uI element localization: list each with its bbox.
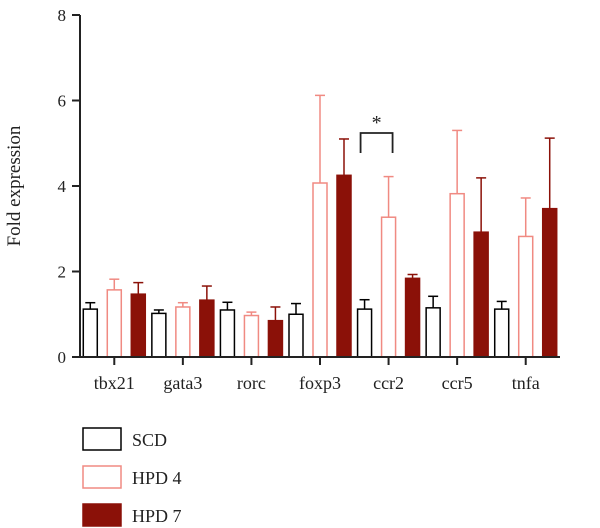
bar-tnfa-hpd7 [541,207,558,358]
bar-gata3-scd [151,312,167,358]
error-bars [85,94,555,321]
bar-rorc-scd [219,309,236,358]
bar-gata3-hpd7 [199,299,215,358]
category-label-tnfa: tnfa [512,373,540,393]
bar-ccr2-hpd7 [404,277,421,358]
category-label-rorc: rorc [237,373,266,393]
bar-tnfa-hpd4 [517,235,534,358]
category-label-tbx21: tbx21 [94,373,135,393]
bar-ccr2-scd [356,308,373,358]
bar-rorc-hpd7 [267,319,284,358]
legend-swatch-scd [82,427,122,451]
bar-ccr5-scd [425,307,441,358]
category-label-ccr5: ccr5 [442,373,473,393]
bar-gata3-hpd4 [175,306,191,358]
category-label-ccr2: ccr2 [373,373,404,393]
y-tick-label: 4 [58,177,67,196]
bar-tbx21-hpd4 [106,289,123,358]
legend-label: SCD [132,430,167,450]
bar-rorc-hpd4 [243,314,260,358]
bar-foxp3-scd [288,313,304,358]
legend-swatch-hpd4 [82,465,122,489]
significance-bracket [359,132,394,153]
bar-tbx21-hpd7 [130,293,147,358]
category-label-gata3: gata3 [163,373,202,393]
y-tick-label: 6 [58,92,67,111]
significance-star: * [372,112,382,134]
bar-foxp3-hpd7 [336,174,352,358]
x-axis: tbx21 gata3 rorc foxp3 ccr2 ccr5 tnfa [80,356,560,393]
bar-ccr2-hpd4 [380,216,397,358]
legend: SCD HPD 4 HPD 7 [82,427,182,527]
bar-foxp3-hpd4 [312,182,328,358]
bars [82,174,558,358]
legend-label: HPD 7 [132,506,182,526]
bar-tnfa-scd [493,308,510,358]
y-tick-label: 0 [58,348,67,367]
legend-label: HPD 4 [132,468,182,488]
category-label-foxp3: foxp3 [299,373,341,393]
bar-ccr5-hpd7 [473,231,489,358]
y-tick-label: 8 [58,6,67,25]
legend-swatch-hpd7 [82,503,122,527]
y-axis: 0 2 4 6 8 [58,6,81,367]
significance-annotations: * [359,112,394,153]
y-tick-label: 2 [58,263,67,282]
bar-ccr5-hpd4 [449,192,465,358]
y-axis-title: Fold expression [4,125,25,246]
bar-tbx21-scd [82,308,99,358]
